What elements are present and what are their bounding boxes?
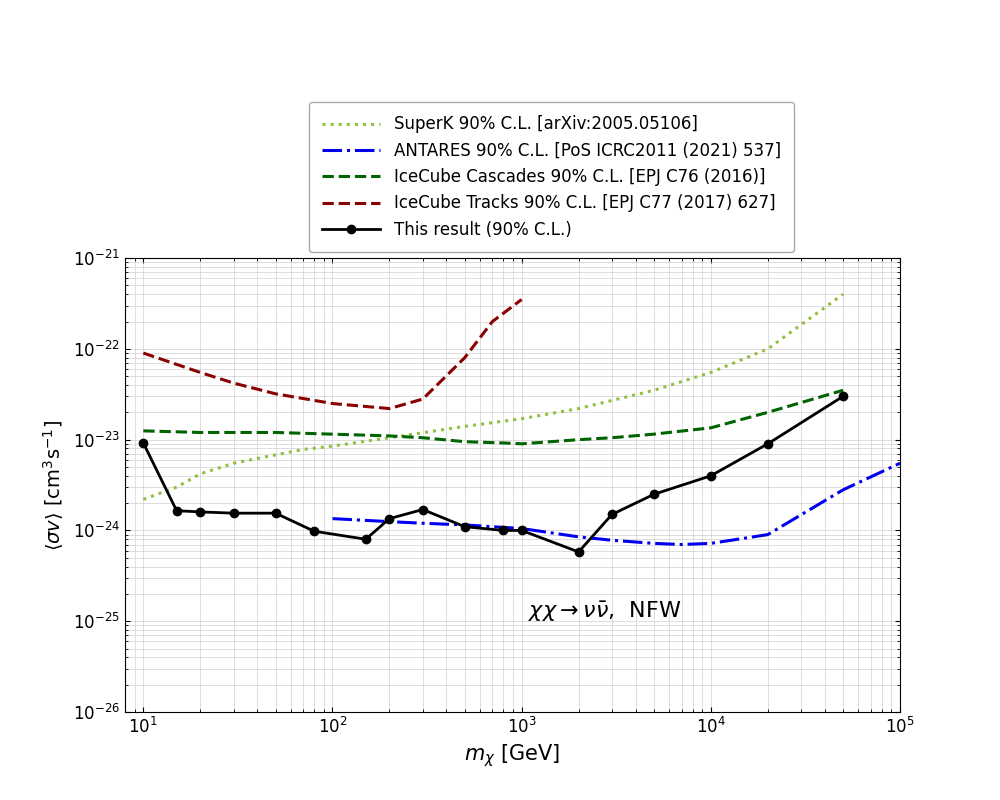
Y-axis label: $\langle \sigma v \rangle$ [cm$^3$s$^{-1}$]: $\langle \sigma v \rangle$ [cm$^3$s$^{-1… [41,419,66,550]
IceCube Cascades 90% C.L. [EPJ C76 (2016)] [326,430,338,439]
This result (90% C.L.) [171,506,183,515]
This result (90% C.L.) [497,526,509,535]
ANTARES 90% C.L. [PoS ICRC2011 (2021) 537] [676,540,688,550]
ANTARES 90% C.L. [PoS ICRC2011 (2021) 537] [837,485,849,494]
IceCube Tracks 90% C.L. [EPJ C77 (2017) 627] [516,294,528,304]
This result (90% C.L.) [360,534,372,544]
This result (90% C.L.) [516,526,528,535]
This result (90% C.L.) [762,439,774,449]
IceCube Cascades 90% C.L. [EPJ C76 (2016)] [762,407,774,417]
IceCube Cascades 90% C.L. [EPJ C76 (2016)] [228,428,240,438]
ANTARES 90% C.L. [PoS ICRC2011 (2021) 537] [894,458,906,468]
SuperK 90% C.L. [arXiv:2005.05106] [459,422,471,431]
SuperK 90% C.L. [arXiv:2005.05106] [297,445,309,454]
ANTARES 90% C.L. [PoS ICRC2011 (2021) 537] [648,538,660,548]
IceCube Tracks 90% C.L. [EPJ C77 (2017) 627] [486,317,498,326]
IceCube Cascades 90% C.L. [EPJ C76 (2016)] [270,428,282,438]
IceCube Cascades 90% C.L. [EPJ C76 (2016)] [194,428,206,438]
SuperK 90% C.L. [arXiv:2005.05106] [228,458,240,468]
This result (90% C.L.) [573,547,585,557]
ANTARES 90% C.L. [PoS ICRC2011 (2021) 537] [606,535,618,545]
This result (90% C.L.) [194,507,206,517]
IceCube Tracks 90% C.L. [EPJ C77 (2017) 627] [270,389,282,398]
IceCube Cascades 90% C.L. [EPJ C76 (2016)] [459,437,471,446]
IceCube Tracks 90% C.L. [EPJ C77 (2017) 627] [383,404,395,414]
SuperK 90% C.L. [arXiv:2005.05106] [326,442,338,451]
Line: ANTARES 90% C.L. [PoS ICRC2011 (2021) 537]: ANTARES 90% C.L. [PoS ICRC2011 (2021) 53… [332,463,900,545]
IceCube Cascades 90% C.L. [EPJ C76 (2016)] [648,430,660,439]
IceCube Tracks 90% C.L. [EPJ C77 (2017) 627] [194,368,206,378]
IceCube Cascades 90% C.L. [EPJ C76 (2016)] [137,426,149,436]
IceCube Cascades 90% C.L. [EPJ C76 (2016)] [705,423,717,433]
ANTARES 90% C.L. [PoS ICRC2011 (2021) 537] [459,520,471,530]
Legend: SuperK 90% C.L. [arXiv:2005.05106], ANTARES 90% C.L. [PoS ICRC2011 (2021) 537], : SuperK 90% C.L. [arXiv:2005.05106], ANTA… [309,102,794,252]
Line: IceCube Cascades 90% C.L. [EPJ C76 (2016)]: IceCube Cascades 90% C.L. [EPJ C76 (2016… [143,390,843,444]
This result (90% C.L.) [137,438,149,448]
IceCube Tracks 90% C.L. [EPJ C77 (2017) 627] [459,353,471,362]
ANTARES 90% C.L. [PoS ICRC2011 (2021) 537] [762,530,774,539]
Text: $\chi\chi \rightarrow \nu\bar{\nu}$,  NFW: $\chi\chi \rightarrow \nu\bar{\nu}$, NFW [528,600,681,624]
IceCube Cascades 90% C.L. [EPJ C76 (2016)] [837,386,849,395]
Line: SuperK 90% C.L. [arXiv:2005.05106]: SuperK 90% C.L. [arXiv:2005.05106] [143,294,843,499]
IceCube Tracks 90% C.L. [EPJ C77 (2017) 627] [417,394,429,404]
This result (90% C.L.) [705,471,717,481]
IceCube Cascades 90% C.L. [EPJ C76 (2016)] [383,431,395,441]
IceCube Cascades 90% C.L. [EPJ C76 (2016)] [497,438,509,448]
SuperK 90% C.L. [arXiv:2005.05106] [648,386,660,395]
IceCube Cascades 90% C.L. [EPJ C76 (2016)] [573,435,585,445]
This result (90% C.L.) [648,490,660,499]
SuperK 90% C.L. [arXiv:2005.05106] [573,404,585,414]
This result (90% C.L.) [270,508,282,518]
This result (90% C.L.) [837,391,849,401]
SuperK 90% C.L. [arXiv:2005.05106] [194,469,206,478]
ANTARES 90% C.L. [PoS ICRC2011 (2021) 537] [417,518,429,528]
ANTARES 90% C.L. [PoS ICRC2011 (2021) 537] [573,532,585,542]
X-axis label: $m_{\chi}$ [GeV]: $m_{\chi}$ [GeV] [464,742,561,770]
ANTARES 90% C.L. [PoS ICRC2011 (2021) 537] [486,522,498,531]
ANTARES 90% C.L. [PoS ICRC2011 (2021) 537] [705,538,717,548]
SuperK 90% C.L. [arXiv:2005.05106] [270,450,282,460]
IceCube Tracks 90% C.L. [EPJ C77 (2017) 627] [228,378,240,388]
IceCube Tracks 90% C.L. [EPJ C77 (2017) 627] [137,348,149,358]
IceCube Tracks 90% C.L. [EPJ C77 (2017) 627] [326,398,338,408]
ANTARES 90% C.L. [PoS ICRC2011 (2021) 537] [326,514,338,523]
ANTARES 90% C.L. [PoS ICRC2011 (2021) 537] [383,517,395,526]
Line: IceCube Tracks 90% C.L. [EPJ C77 (2017) 627]: IceCube Tracks 90% C.L. [EPJ C77 (2017) … [143,299,522,409]
This result (90% C.L.) [417,505,429,514]
This result (90% C.L.) [308,526,320,536]
SuperK 90% C.L. [arXiv:2005.05106] [705,368,717,378]
SuperK 90% C.L. [arXiv:2005.05106] [762,344,774,354]
SuperK 90% C.L. [arXiv:2005.05106] [171,482,183,492]
Line: This result (90% C.L.): This result (90% C.L.) [139,392,847,556]
IceCube Cascades 90% C.L. [EPJ C76 (2016)] [606,433,618,442]
IceCube Cascades 90% C.L. [EPJ C76 (2016)] [417,433,429,442]
This result (90% C.L.) [606,510,618,519]
SuperK 90% C.L. [arXiv:2005.05106] [383,433,395,442]
SuperK 90% C.L. [arXiv:2005.05106] [516,414,528,423]
This result (90% C.L.) [383,514,395,523]
SuperK 90% C.L. [arXiv:2005.05106] [837,290,849,299]
IceCube Cascades 90% C.L. [EPJ C76 (2016)] [516,439,528,449]
This result (90% C.L.) [459,522,471,531]
This result (90% C.L.) [228,508,240,518]
SuperK 90% C.L. [arXiv:2005.05106] [137,494,149,504]
ANTARES 90% C.L. [PoS ICRC2011 (2021) 537] [516,524,528,534]
